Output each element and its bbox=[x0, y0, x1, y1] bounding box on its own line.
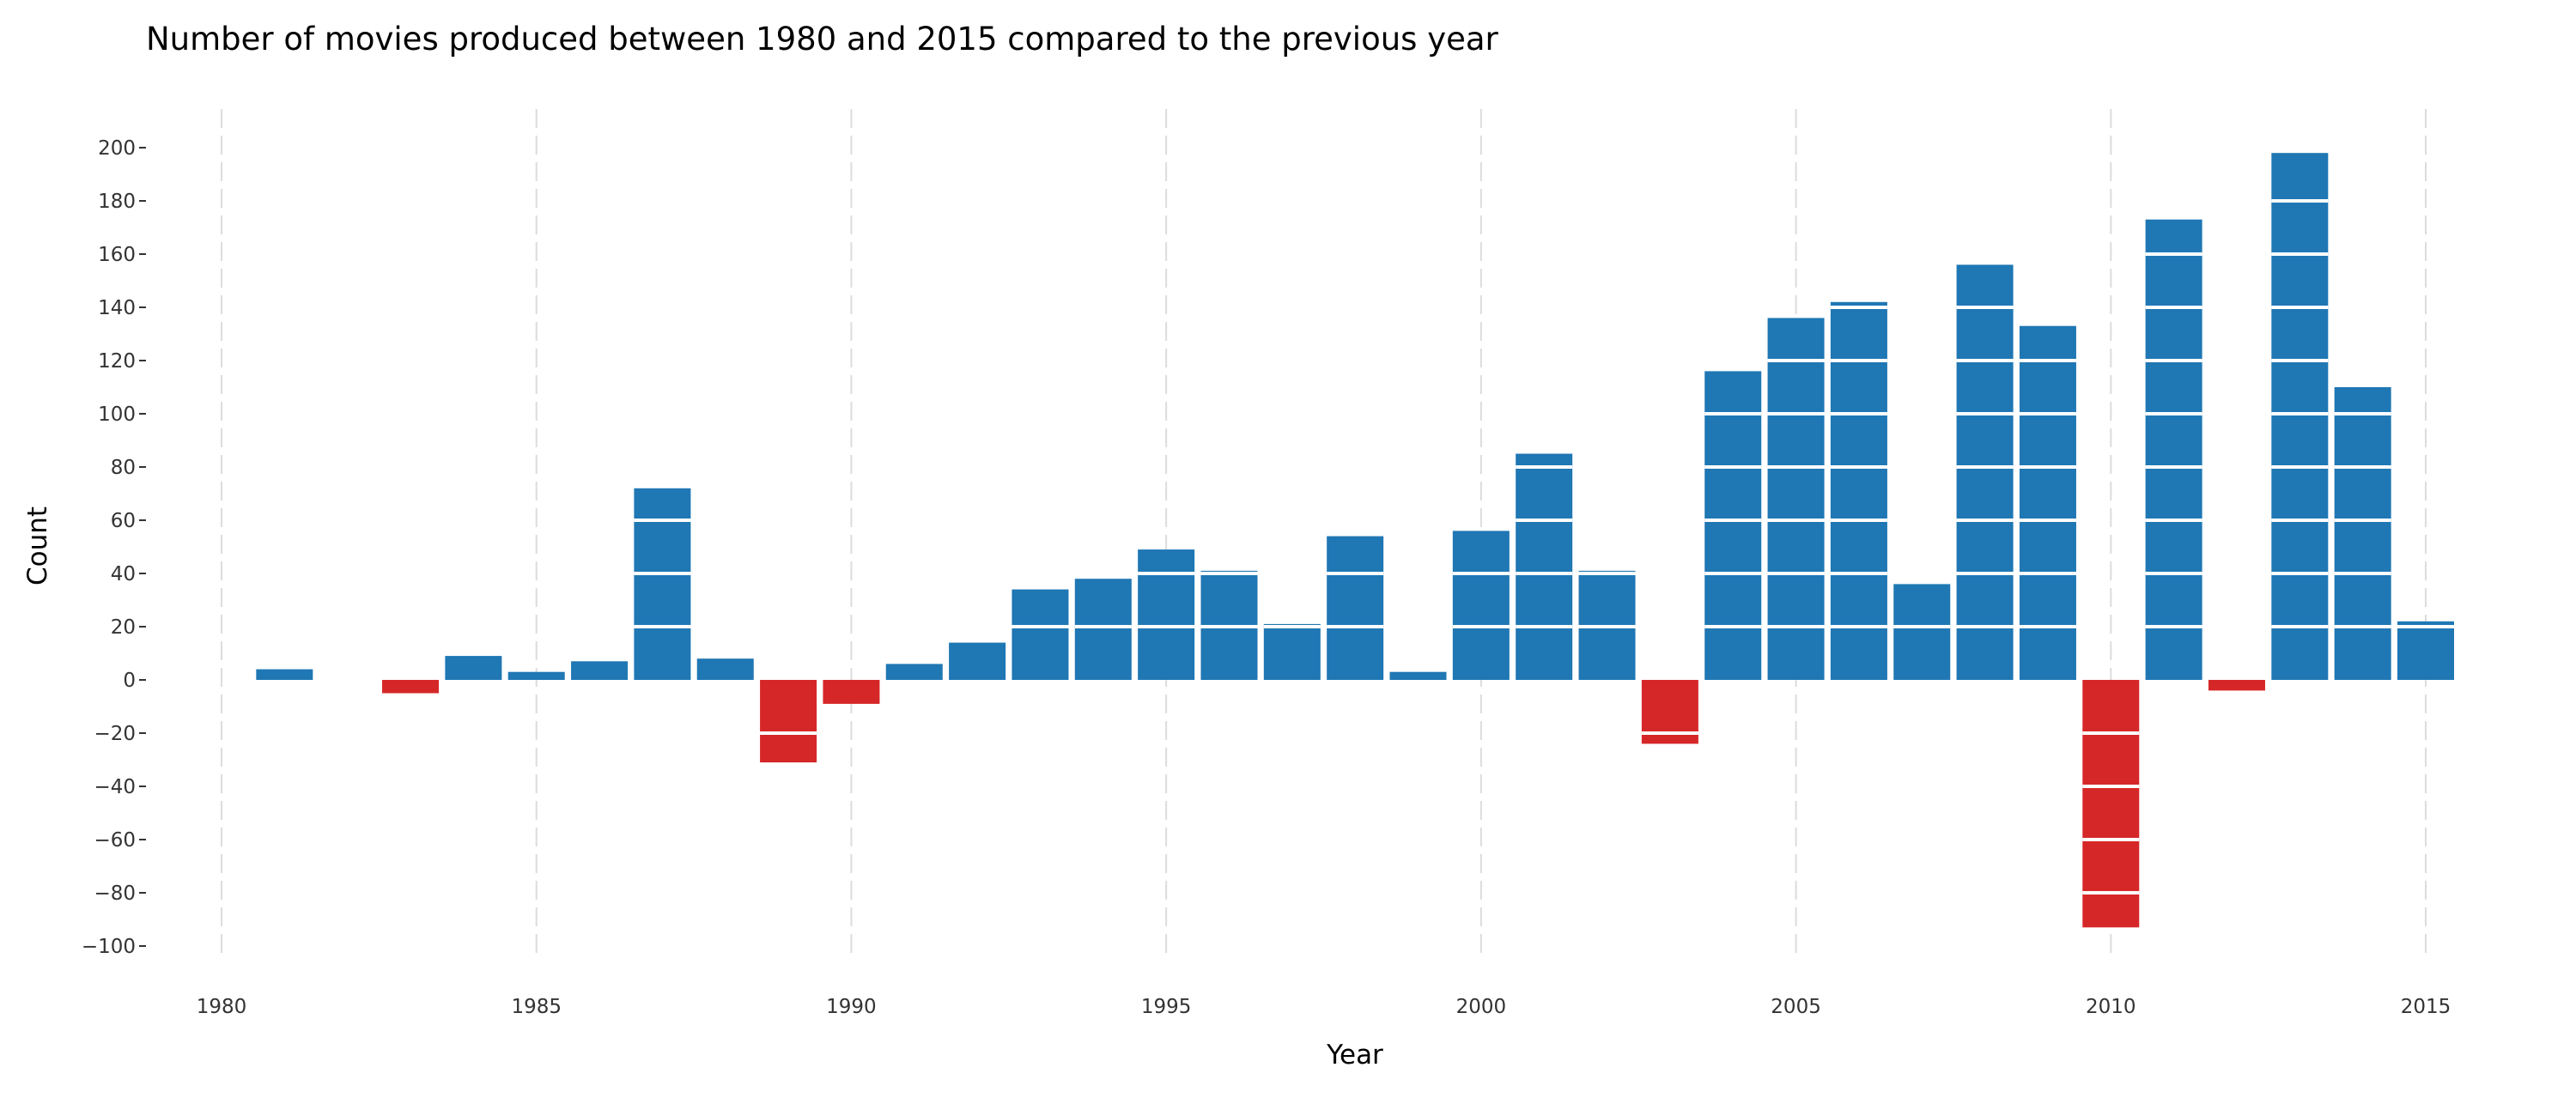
y-axis-ticks: −100 −80 −60 −40 −20 0 20 40 60 80 100 120 140 160 180… bbox=[82, 137, 146, 958]
y-tick-label: 40 bbox=[111, 563, 136, 585]
chart-title: Number of movies produced between 1980 a… bbox=[146, 21, 1499, 58]
bar-2001 bbox=[1516, 453, 1573, 680]
bar-1984 bbox=[445, 656, 502, 680]
y-tick-label: 20 bbox=[111, 616, 136, 639]
bar-1994 bbox=[1074, 579, 1132, 680]
y-tick-label: 120 bbox=[98, 350, 136, 373]
y-tick-label: −40 bbox=[94, 776, 136, 798]
bar-1997 bbox=[1263, 623, 1321, 680]
bar-1986 bbox=[571, 661, 629, 680]
bar-2011 bbox=[2145, 219, 2202, 680]
bar-2012 bbox=[2208, 680, 2265, 691]
y-axis-label: Count bbox=[22, 506, 53, 585]
bar-1991 bbox=[885, 664, 943, 680]
x-tick-label: 1990 bbox=[826, 996, 877, 1018]
y-tick-label: 180 bbox=[98, 191, 136, 213]
bar-2000 bbox=[1452, 531, 1510, 680]
bar-1985 bbox=[507, 671, 565, 680]
y-tick-label: −60 bbox=[94, 829, 136, 852]
y-tick-label: 160 bbox=[98, 244, 136, 266]
bar-2006 bbox=[1830, 301, 1887, 680]
bars-layer bbox=[256, 153, 2455, 928]
bar-2009 bbox=[2019, 325, 2076, 680]
bar-1989 bbox=[760, 680, 817, 763]
bar-1995 bbox=[1138, 549, 1195, 680]
y-tick-label: 60 bbox=[111, 510, 136, 532]
x-tick-label: 1980 bbox=[197, 996, 247, 1018]
y-tick-label: 0 bbox=[123, 670, 136, 692]
bar-1983 bbox=[382, 680, 440, 694]
y-tick-label: −20 bbox=[94, 723, 136, 745]
bar-1990 bbox=[823, 680, 880, 704]
y-tick-label: −100 bbox=[82, 936, 136, 958]
x-tick-label: 1995 bbox=[1141, 996, 1192, 1018]
bar-2007 bbox=[1893, 584, 1951, 680]
x-tick-label: 2015 bbox=[2401, 996, 2451, 1018]
bar-1993 bbox=[1012, 589, 1069, 680]
bar-1988 bbox=[696, 658, 754, 680]
x-axis-ticks: 1980 1985 1990 1995 2000 2005 2010 2015 bbox=[197, 996, 2451, 1018]
y-tick-label: −80 bbox=[94, 882, 136, 905]
bar-1987 bbox=[634, 488, 691, 680]
x-tick-label: 2010 bbox=[2086, 996, 2136, 1018]
x-axis-label: Year bbox=[1326, 1040, 1383, 1071]
y-tick-label: 100 bbox=[98, 403, 136, 426]
bar-1999 bbox=[1389, 671, 1447, 680]
bar-1998 bbox=[1327, 536, 1384, 680]
x-tick-label: 1985 bbox=[511, 996, 562, 1018]
bar-2005 bbox=[1767, 318, 1825, 680]
x-tick-label: 2000 bbox=[1456, 996, 1507, 1018]
y-tick-label: 80 bbox=[111, 457, 136, 479]
segment-separators bbox=[634, 199, 2455, 895]
y-tick-label: 140 bbox=[98, 297, 136, 319]
bar-2010 bbox=[2082, 680, 2140, 928]
bar-2015 bbox=[2397, 621, 2455, 680]
bar-2013 bbox=[2271, 153, 2329, 680]
bar-2004 bbox=[1704, 371, 1762, 680]
bar-2014 bbox=[2334, 387, 2391, 680]
x-tick-label: 2005 bbox=[1771, 996, 1821, 1018]
bar-2008 bbox=[1956, 264, 2014, 680]
bar-1981 bbox=[256, 669, 313, 680]
bar-1992 bbox=[949, 642, 1006, 680]
y-tick-label: 200 bbox=[98, 137, 136, 160]
